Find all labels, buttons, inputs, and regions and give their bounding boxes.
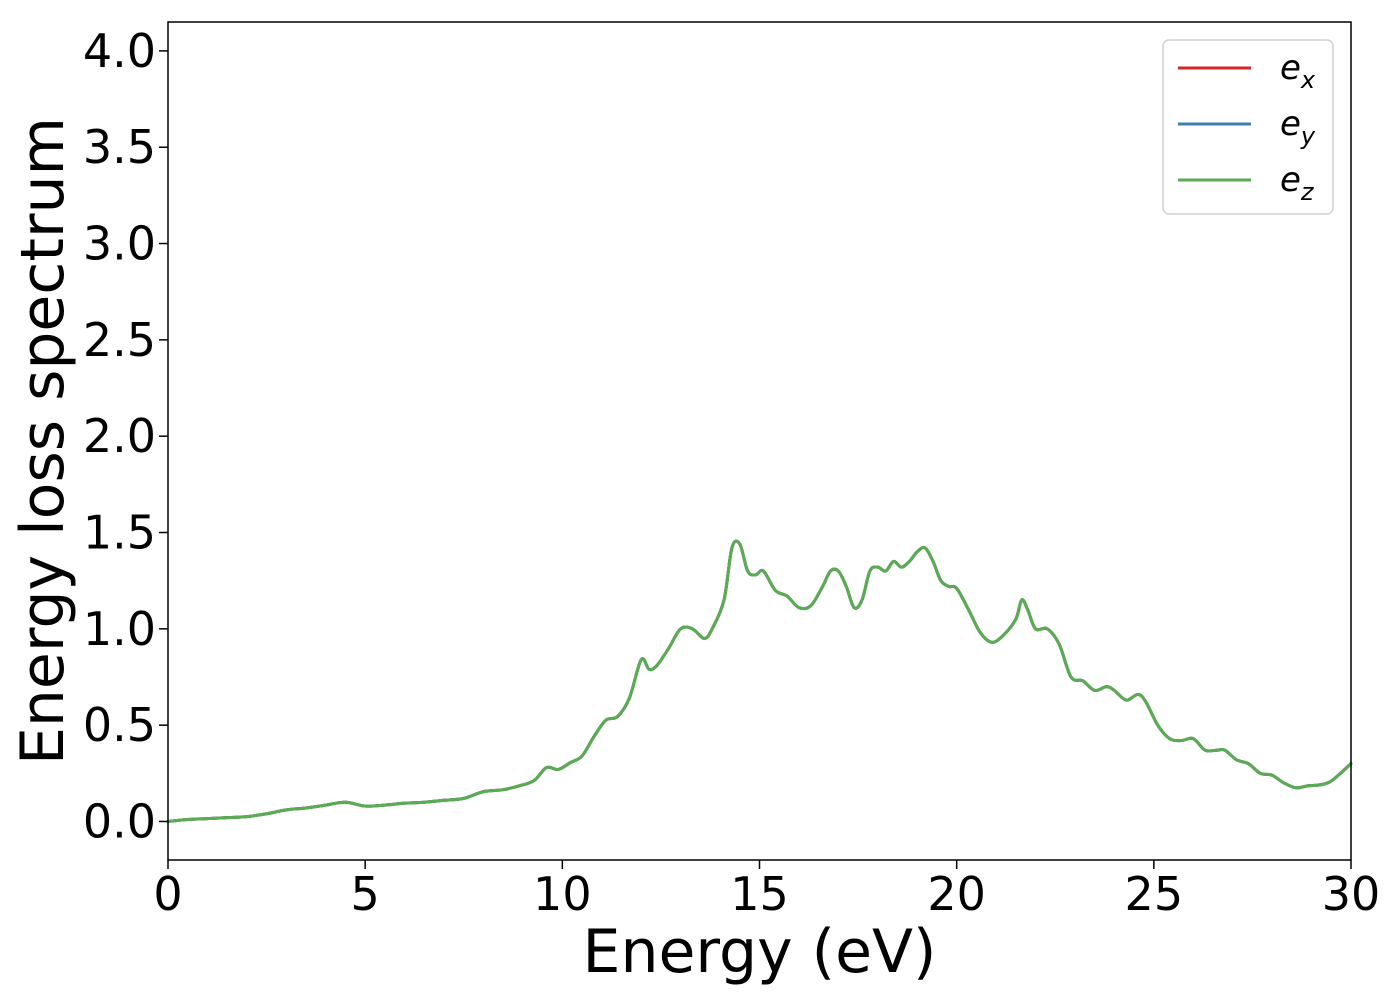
series-line-e-y — [166, 539, 1353, 823]
y-axis: 0.0 0.5 1.0 1.5 2.0 2.5 3.0 3.5 4.0 — [83, 24, 168, 848]
x-tick-label: 5 — [351, 867, 380, 921]
x-tick-label: 30 — [1322, 867, 1381, 921]
x-axis: 0 5 10 15 20 25 30 — [153, 860, 1380, 921]
legend-box — [1162, 39, 1334, 215]
series-line-e-z — [166, 539, 1353, 823]
legend-label-e-x: ex — [1280, 48, 1316, 94]
legend-label-e-z: ez — [1280, 160, 1315, 206]
y-axis-title: Energy loss spectrum — [8, 117, 78, 765]
y-tick-label: 1.5 — [83, 506, 156, 560]
y-tick-label: 4.0 — [83, 24, 156, 78]
legend-entries: ex ey ez — [1178, 48, 1316, 206]
y-tick-label: 2.0 — [83, 409, 156, 463]
y-tick-label: 1.0 — [83, 602, 156, 656]
y-tick-label: 0.5 — [83, 698, 156, 752]
x-tick-label: 20 — [927, 867, 986, 921]
x-tick-label: 25 — [1125, 867, 1184, 921]
x-axis-title: Energy (eV) — [583, 917, 937, 987]
series-line-e-x — [166, 539, 1353, 823]
y-tick-label: 3.0 — [83, 217, 156, 271]
y-tick-label: 3.5 — [83, 120, 156, 174]
x-tick-label: 0 — [153, 867, 182, 921]
series-layer — [166, 539, 1353, 823]
y-tick-label: 2.5 — [83, 313, 156, 367]
x-tick-label: 10 — [533, 867, 592, 921]
legend-label-e-y: ey — [1280, 104, 1316, 150]
y-tick-label: 0.0 — [83, 794, 156, 848]
x-tick-label: 15 — [730, 867, 789, 921]
legend: ex ey ez — [1162, 39, 1334, 215]
